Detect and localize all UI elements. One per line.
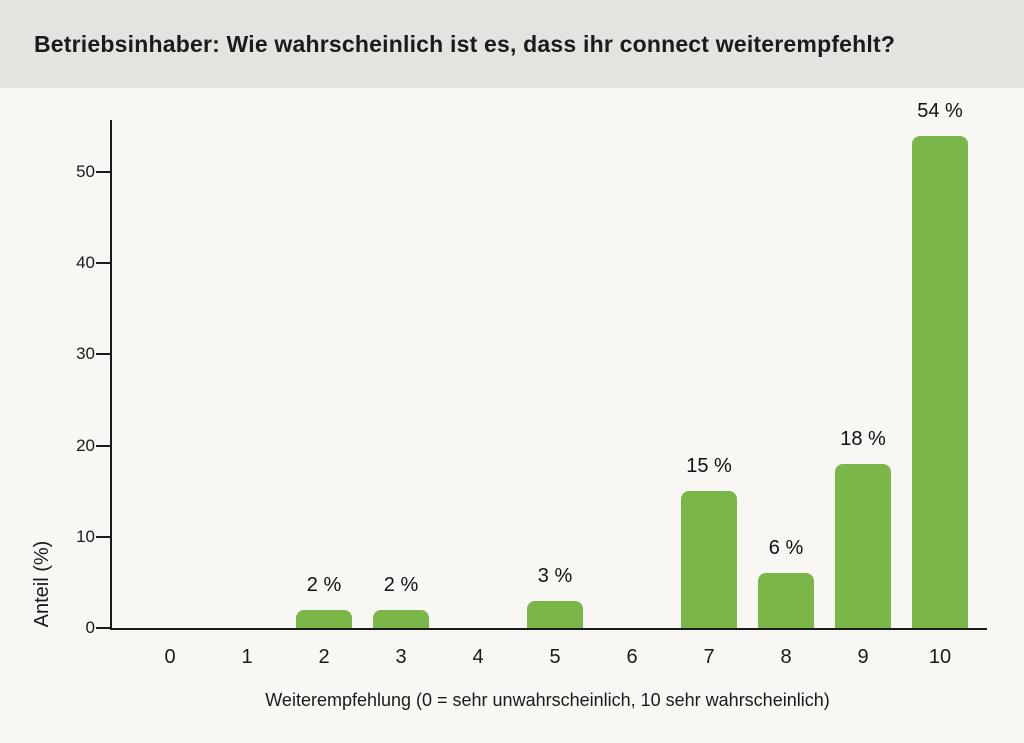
x-tick-label: 4	[472, 646, 484, 668]
y-tick-label: 50	[76, 162, 95, 181]
x-tick-label: 5	[549, 646, 561, 668]
bar-value-label: 2 %	[306, 573, 342, 596]
plot-area	[110, 120, 987, 630]
y-tick-mark	[96, 535, 110, 538]
bar-value-label: 54 %	[917, 99, 963, 122]
bar-7	[681, 491, 737, 628]
chart-title: Betriebsinhaber: Wie wahrscheinlich ist …	[34, 30, 896, 57]
y-tick-mark	[96, 353, 110, 356]
bar-value-label: 2 %	[383, 573, 419, 596]
bar-value-label: 18 %	[840, 427, 886, 450]
bar-3	[373, 609, 429, 628]
y-tick-mark	[96, 262, 110, 265]
y-tick-mark	[96, 627, 110, 629]
x-tick-label: 6	[626, 646, 638, 668]
x-tick-label: 0	[164, 646, 176, 668]
bar-value-label: 15 %	[686, 455, 732, 478]
bar-5	[527, 600, 583, 628]
x-tick-label: 3	[395, 646, 407, 668]
x-tick-label: 9	[857, 646, 869, 668]
y-tick-label: 10	[76, 526, 95, 546]
x-axis-title: Weiterempfehlung (0 = sehr unwahrscheinl…	[265, 690, 830, 710]
chart-header: Betriebsinhaber: Wie wahrscheinlich ist …	[0, 0, 1024, 88]
y-axis-title: Anteil (%)	[31, 540, 53, 628]
bar-8	[758, 573, 814, 628]
bar-9	[835, 463, 891, 628]
x-tick-label: 10	[928, 646, 952, 668]
x-tick-label: 1	[241, 646, 253, 668]
bar-10	[912, 135, 968, 628]
bar-chart: Anteil (%) Weiterempfehlung (0 = sehr un…	[0, 88, 1024, 743]
bar-2	[296, 609, 352, 628]
y-tick-label: 40	[76, 253, 95, 273]
y-tick-mark	[96, 444, 110, 447]
bar-value-label: 3 %	[537, 564, 573, 587]
y-tick-label: 30	[76, 344, 95, 364]
x-tick-label: 8	[780, 646, 792, 668]
bar-value-label: 6 %	[768, 537, 804, 560]
y-tick-label: 20	[76, 435, 95, 455]
x-tick-label: 2	[318, 646, 330, 668]
x-tick-label: 7	[703, 646, 715, 668]
y-tick-mark	[96, 171, 110, 173]
y-tick-label: 0	[85, 618, 95, 637]
